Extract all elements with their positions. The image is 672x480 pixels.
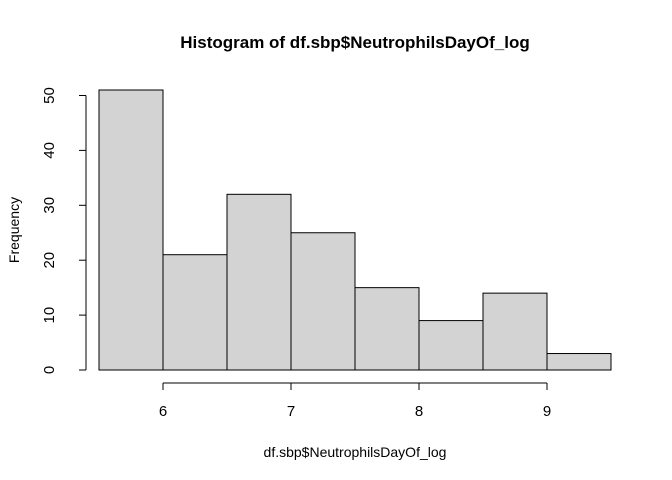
x-axis: 6 7 8 9 — [159, 382, 551, 420]
y-axis: 0 10 20 30 40 50 — [41, 87, 87, 374]
histogram-bar-5 — [354, 287, 420, 371]
y-tick-label-30: 30 — [41, 197, 58, 214]
x-tick-label-6: 6 — [159, 403, 167, 420]
histogram-bars — [98, 89, 612, 371]
y-tick-label-10: 10 — [41, 307, 58, 324]
x-tick-label-9: 9 — [543, 403, 551, 420]
y-tick-label-50: 50 — [41, 87, 58, 104]
histogram-bar-8 — [546, 353, 612, 371]
y-tick-label-20: 20 — [41, 252, 58, 269]
x-axis-label: df.sbp$NeutrophilsDayOf_log — [264, 444, 447, 460]
histogram-bar-4 — [290, 232, 356, 371]
y-tick-label-40: 40 — [41, 142, 58, 159]
chart-title: Histogram of df.sbp$NeutrophilsDayOf_log — [180, 33, 529, 52]
histogram-bar-7 — [482, 292, 548, 371]
histogram-bar-3 — [226, 193, 292, 371]
histogram-bar-1 — [98, 89, 164, 371]
y-axis-label: Frequency — [6, 197, 22, 263]
histogram-bar-2 — [162, 254, 228, 371]
x-tick-label-8: 8 — [415, 403, 423, 420]
histogram-bar-6 — [418, 320, 484, 371]
y-tick-label-0: 0 — [41, 366, 58, 374]
x-tick-label-7: 7 — [287, 403, 295, 420]
